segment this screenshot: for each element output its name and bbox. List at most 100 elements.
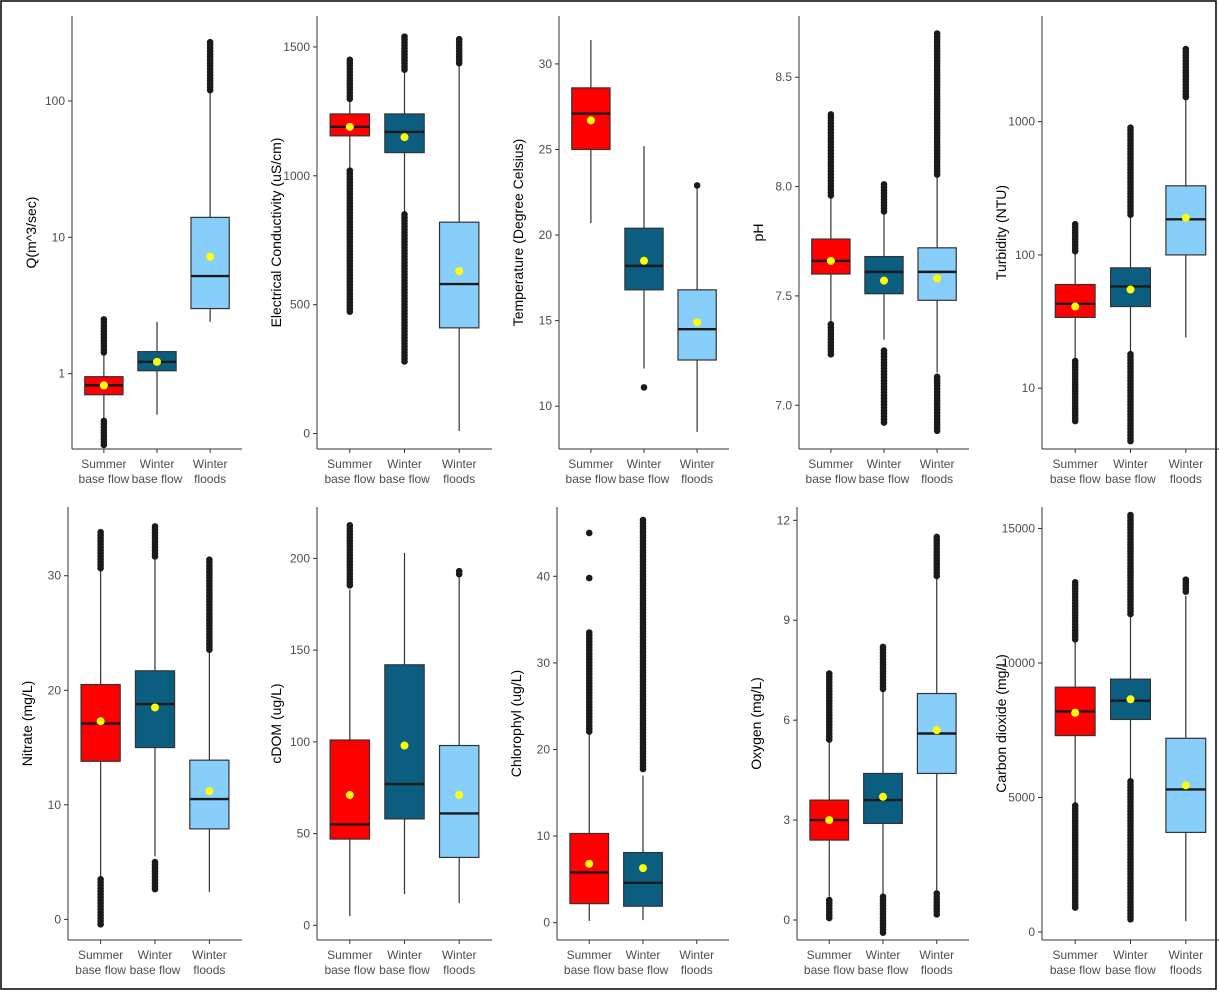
x-tick-label: Summer [1053,457,1098,471]
y-axis-title: Carbon dioxide (mg/L) [993,654,1009,793]
y-tick-label: 30 [48,569,62,583]
box-2 [624,146,664,391]
outlier-point [585,529,593,537]
mean-marker [153,357,161,366]
outlier-point [1127,437,1134,445]
y-tick-label: 15000 [1002,522,1036,536]
x-tick-label: floods [1170,472,1202,486]
y-tick-label: 30 [537,656,551,670]
outlier-point [1127,610,1134,618]
x-tick-label: base flow [1050,963,1101,977]
outlier-point [151,885,159,893]
outlier-point [455,59,463,67]
x-tick-label: Summer [78,948,123,962]
y-tick-label: 0 [54,912,61,926]
outlier-point [97,920,104,928]
mean-marker [99,381,108,390]
outlier-point [693,182,701,189]
x-tick-label: floods [681,963,713,977]
y-tick-label: 10000 [1002,656,1036,670]
box-2 [623,516,663,921]
box-3 [438,567,480,904]
mean-marker [586,116,595,125]
y-tick-label: 10 [1022,381,1036,395]
x-tick-label: Winter [626,948,661,962]
mean-marker [400,133,409,142]
mean-marker [933,274,942,283]
x-tick-label: base flow [1105,963,1156,977]
box-3 [1165,576,1207,922]
x-tick-label: Winter [1113,457,1148,471]
x-tick-label: base flow [1105,472,1156,486]
outlier-point [455,570,463,578]
outlier-point [100,349,108,356]
y-tick-label: 1000 [283,169,310,183]
x-tick-label: Winter [387,457,422,471]
y-tick-label: 100 [45,94,65,108]
y-tick-label: 1 [58,367,65,381]
y-tick-label: 20 [537,742,551,756]
x-tick-label: Winter [1168,457,1203,471]
x-tick-label: base flow [324,963,375,977]
x-tick-label: base flow [75,963,126,977]
mean-marker [1126,285,1135,294]
x-tick-label: base flow [618,963,669,977]
box-2 [864,181,904,426]
x-tick-label: Summer [808,457,853,471]
mean-marker [400,741,409,750]
x-tick-label: base flow [806,472,857,486]
mean-marker [932,726,941,735]
box-1 [329,56,371,315]
y-tick-label: 25 [539,142,553,156]
outlier-point [151,553,159,560]
panel-2: 0 500 1000 1500 Electrical Conductivity (uS/… [268,16,492,486]
y-tick-label: 150 [290,643,310,657]
box-1 [84,316,124,449]
x-tick-label: floods [681,472,713,486]
x-tick-label: base flow [564,963,615,977]
x-tick-label: Winter [920,457,955,471]
x-tick-label: Summer [1053,948,1098,962]
iqr-box [190,216,230,310]
box-3 [189,556,230,892]
outlier-point [1071,904,1079,911]
x-tick-label: Summer [567,948,612,962]
outlier-point [401,358,408,365]
box-3 [190,38,230,322]
mean-marker [1071,708,1080,717]
y-tick-label: 10 [48,798,62,812]
y-axis-title: pH [750,224,766,242]
y-tick-label: 20 [48,683,62,697]
box-2 [137,321,177,415]
outlier-point [827,351,835,358]
x-tick-label: Winter [442,457,477,471]
y-axis-title: Q(m^3/sec) [23,197,39,269]
y-axis-title: Oxygen (mg/L) [748,677,764,770]
y-tick-label: 200 [290,551,310,565]
outlier-point [585,728,593,735]
y-tick-label: 10 [52,230,66,244]
y-tick-label: 15 [539,314,553,328]
iqr-box [438,744,480,859]
outlier-point [346,95,354,103]
y-tick-label: 0 [303,918,310,932]
mean-marker [1181,213,1190,222]
y-tick-label: 30 [539,57,553,71]
y-tick-label: 1500 [283,40,310,54]
y-axis-title: Turbidity (NTU) [993,185,1009,280]
x-tick-label: Winter [627,457,662,471]
outlier-point [879,685,887,693]
mean-marker [1181,781,1190,790]
box-2 [384,33,425,365]
y-axis-title: Nitrate (mg/L) [19,681,35,767]
x-tick-label: base flow [804,963,855,977]
x-tick-label: floods [1170,963,1202,977]
mean-marker [693,318,702,327]
x-tick-label: base flow [858,963,909,977]
x-tick-label: floods [194,472,226,486]
box-2 [863,643,903,936]
x-tick-label: Winter [387,948,422,962]
